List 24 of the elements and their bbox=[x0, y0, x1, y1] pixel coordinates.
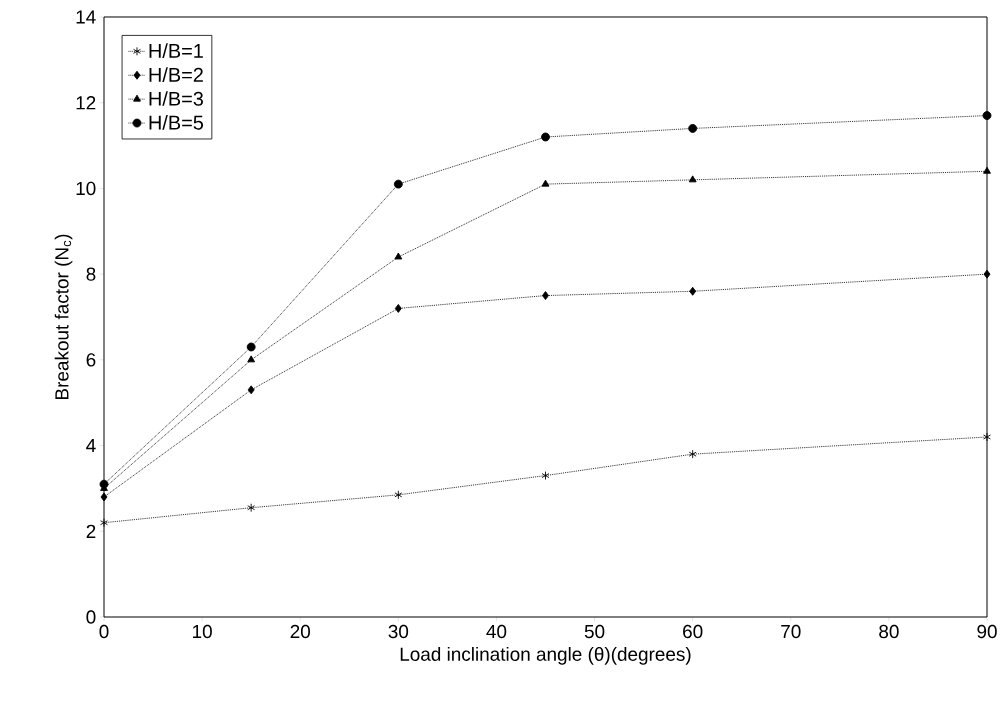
legend-label: H/B=1 bbox=[149, 43, 203, 58]
x-tick-label: 40 bbox=[486, 624, 507, 639]
y-tick-label: 10 bbox=[76, 181, 96, 196]
y-tick-label: 8 bbox=[86, 267, 96, 281]
y-tick-label: 4 bbox=[86, 439, 96, 453]
legend-label: H/B=2 bbox=[149, 67, 203, 82]
x-tick-label: 90 bbox=[977, 624, 997, 639]
x-axis-title: Load inclination angle (θ)(degrees) bbox=[400, 647, 691, 665]
x-tick-label: 30 bbox=[388, 624, 409, 639]
y-tick-label: 0 bbox=[86, 610, 96, 624]
legend-label: H/B=5 bbox=[149, 115, 204, 130]
x-tick-label: 80 bbox=[879, 624, 899, 639]
y-tick-label: 12 bbox=[76, 96, 96, 110]
x-tick-label: 20 bbox=[290, 624, 310, 639]
y-axis-title: Breakout factor (N$_{c}$) bbox=[54, 234, 73, 399]
x-tick-label: 70 bbox=[781, 624, 801, 639]
y-tick-label: 6 bbox=[86, 353, 96, 367]
x-tick-label: 60 bbox=[683, 624, 703, 639]
y-tick-label: 14 bbox=[76, 10, 96, 24]
legend-label: H/B=3 bbox=[149, 91, 203, 106]
y-tick-label: 2 bbox=[86, 524, 96, 538]
x-tick-label: 0 bbox=[99, 624, 109, 639]
x-tick-label: 10 bbox=[193, 624, 212, 639]
x-tick-label: 50 bbox=[584, 624, 605, 639]
